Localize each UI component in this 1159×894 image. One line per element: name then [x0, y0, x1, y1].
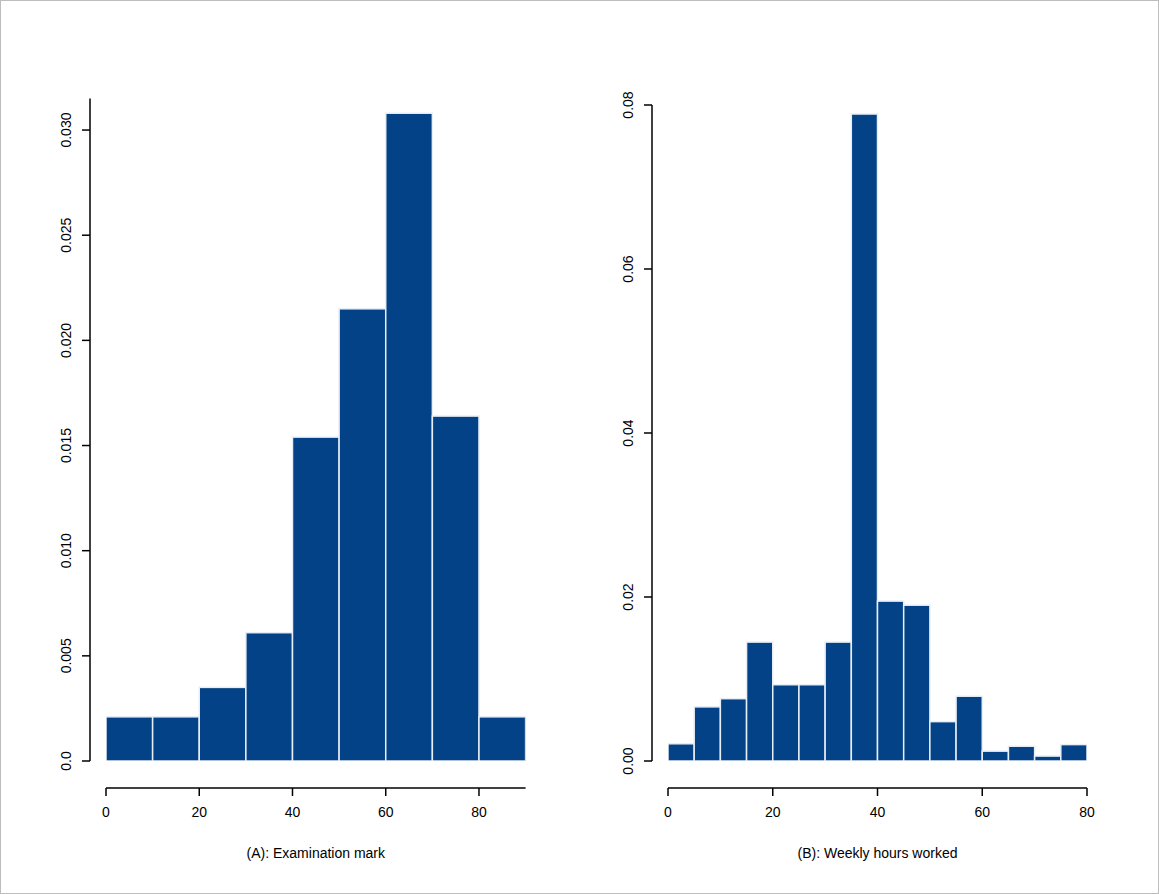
x-tick-label: 20 — [765, 804, 781, 820]
figure: 0 20 40 60 80 (A): Examination mark 0.0 0.005 0.… — [0, 0, 1159, 894]
x-tick-label: 0 — [664, 804, 672, 820]
bars — [106, 113, 526, 761]
y-tick-label: 0.04 — [620, 419, 636, 446]
y-tick-label: 0.06 — [620, 255, 636, 282]
x-tick — [982, 788, 984, 796]
x-axis-line — [106, 787, 526, 789]
bar — [930, 722, 956, 761]
bar — [878, 601, 904, 761]
bar — [851, 114, 877, 761]
x-tick-label: 40 — [870, 804, 886, 820]
y-tick — [82, 445, 90, 447]
y-tick — [644, 760, 652, 762]
y-tick — [644, 104, 652, 106]
bar — [668, 744, 694, 761]
bar — [747, 642, 773, 761]
x-tick — [105, 788, 107, 796]
y-tick — [82, 129, 90, 131]
x-tick-label: 0 — [102, 804, 110, 820]
x-tick-label: 20 — [191, 804, 207, 820]
y-tick — [644, 268, 652, 270]
bar — [720, 699, 746, 761]
y-tick — [644, 596, 652, 598]
x-tick — [877, 788, 879, 796]
x-tick-label: 60 — [974, 804, 990, 820]
bar — [106, 717, 153, 761]
y-tick — [82, 340, 90, 342]
panel: 0 20 40 60 80 (B): Weekly hours worked 0.00 0.0… — [620, 91, 1095, 861]
bars — [668, 114, 1087, 761]
bar — [904, 605, 930, 761]
y-tick-label: 0.02 — [620, 583, 636, 610]
y-tick — [644, 432, 652, 434]
bar — [982, 751, 1008, 761]
bar — [479, 717, 526, 761]
bar — [1035, 756, 1061, 761]
x-tick — [385, 788, 387, 796]
y-tick-label: 0.005 — [58, 638, 74, 673]
x-tick — [772, 788, 774, 796]
x-tick — [478, 788, 480, 796]
frame — [1, 1, 1159, 894]
y-tick — [82, 550, 90, 552]
bar — [199, 687, 246, 761]
x-tick-label: 40 — [285, 804, 301, 820]
y-tick-label: 0.08 — [620, 91, 636, 118]
y-tick — [82, 760, 90, 762]
bar — [956, 696, 982, 761]
bar — [799, 685, 825, 761]
bar — [292, 437, 339, 761]
x-tick — [198, 788, 200, 796]
x-tick-label: 80 — [1079, 804, 1095, 820]
x-axis-label: (A): Examination mark — [247, 845, 386, 861]
bar — [694, 707, 720, 761]
bar — [386, 113, 433, 761]
y-tick-label: 0.015 — [58, 428, 74, 463]
x-tick — [667, 788, 669, 796]
x-tick-label: 80 — [471, 804, 487, 820]
x-tick-label: 60 — [378, 804, 394, 820]
y-tick — [82, 655, 90, 657]
y-tick-label: 0.00 — [620, 747, 636, 774]
y-tick-label: 0.030 — [58, 112, 74, 147]
bar — [153, 717, 200, 761]
bar — [1008, 746, 1034, 761]
x-tick — [292, 788, 294, 796]
bar — [1061, 745, 1087, 761]
y-axis-line — [89, 99, 91, 762]
x-axis-label: (B): Weekly hours worked — [797, 845, 957, 861]
y-tick-label: 0.0 — [58, 751, 74, 771]
bar — [432, 416, 479, 761]
panel: 0 20 40 60 80 (A): Examination mark 0.0 0.005 0.… — [58, 99, 526, 862]
y-tick — [82, 234, 90, 236]
bar — [773, 685, 799, 761]
x-tick — [1086, 788, 1088, 796]
bar — [339, 309, 386, 761]
y-tick-label: 0.010 — [58, 533, 74, 568]
y-tick-label: 0.025 — [58, 217, 74, 252]
y-tick-label: 0.020 — [58, 323, 74, 358]
bar — [825, 642, 851, 761]
bar — [246, 633, 293, 761]
